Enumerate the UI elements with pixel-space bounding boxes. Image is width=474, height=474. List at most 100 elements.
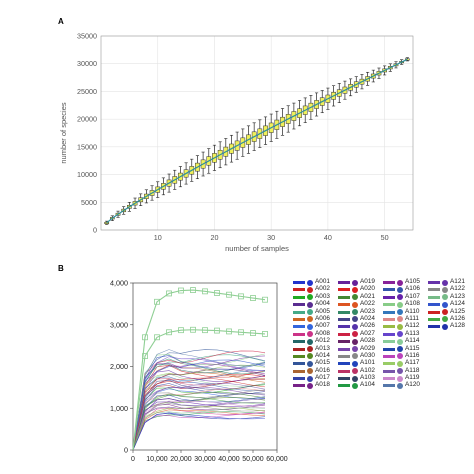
x-tick-label: 0 (131, 456, 135, 463)
legend-dot-swatch (352, 382, 358, 389)
legend-item: A107 (383, 293, 443, 301)
legend-label: A005 (315, 307, 330, 315)
legend-line-swatch (338, 281, 350, 284)
series-marker (238, 293, 244, 300)
legend-line-swatch (338, 288, 350, 292)
legend-dot-swatch (352, 301, 358, 308)
legend-line-swatch (293, 384, 305, 388)
series-marker (190, 326, 196, 333)
legend-line-swatch (383, 288, 395, 292)
legend-dot-swatch (442, 294, 448, 301)
x-tick-label: 10,000 (146, 456, 168, 463)
legend-dot-swatch (352, 368, 358, 375)
legend-label: A030 (360, 351, 375, 359)
legend-item: A006 (293, 315, 353, 323)
legend-dot-swatch (352, 323, 358, 330)
series-line (132, 393, 266, 451)
legend-label: A118 (405, 366, 420, 374)
legend-item: A018 (293, 381, 353, 389)
series-marker (202, 327, 208, 334)
legend-line-swatch (428, 303, 440, 307)
legend-dot-swatch (352, 360, 358, 367)
legend-item: A028 (338, 337, 398, 345)
series-line (132, 375, 266, 451)
legend-item: A015 (293, 359, 353, 367)
legend-item: A023 (338, 308, 398, 316)
legend-label: A120 (405, 381, 420, 389)
x-tick-label: 50 (381, 233, 389, 242)
series-marker (166, 329, 172, 336)
legend-line-swatch (383, 281, 395, 284)
legend-label: A105 (405, 278, 420, 285)
y-tick-label: 1,000 (110, 404, 128, 413)
series-line (132, 364, 266, 451)
x-tick-label: 30,000 (194, 456, 216, 463)
legend-label: A122 (450, 285, 465, 293)
y-tick-label: 0 (124, 446, 128, 455)
legend-dot-swatch (397, 331, 403, 338)
legend-label: A108 (405, 300, 420, 308)
series-legend: A001 A002 A003 A004 A005 A006 A007 A008 A012 A013… (293, 278, 474, 389)
legend-line-swatch (293, 347, 305, 351)
legend-item: A014 (293, 352, 353, 360)
legend-item: A008 (293, 329, 353, 338)
legend-line-swatch (293, 325, 305, 329)
legend-line-swatch (338, 310, 350, 314)
x-tick-label: 20,000 (170, 456, 192, 463)
legend-item: A020 (338, 285, 398, 293)
legend-label: A104 (360, 381, 375, 389)
series-marker (226, 328, 232, 335)
legend-item: A116 (383, 352, 443, 360)
legend-line-swatch (383, 362, 395, 366)
y-tick-label: 0 (93, 226, 97, 235)
legend-dot-swatch (307, 382, 313, 389)
series-line (132, 329, 266, 451)
legend-dot-swatch (307, 301, 313, 308)
legend-dot-swatch (397, 316, 403, 323)
legend-line-swatch (338, 325, 350, 329)
series-line (132, 358, 266, 451)
legend-dot-swatch (307, 286, 313, 293)
legend-dot-swatch (442, 323, 448, 330)
y-tick-label: 5000 (81, 198, 97, 207)
legend-item: A126 (428, 315, 474, 323)
series-line (132, 356, 266, 451)
legend-dot-swatch (442, 309, 448, 316)
y-tick-label: 10000 (77, 170, 97, 179)
legend-label: A110 (405, 307, 420, 315)
legend-dot-swatch (307, 309, 313, 316)
legend-label: A029 (360, 344, 375, 352)
legend-dot-swatch (442, 279, 448, 286)
legend-item: A017 (293, 374, 353, 382)
legend-line-swatch (428, 288, 440, 292)
legend-label: A008 (315, 329, 330, 337)
legend-item: A026 (338, 322, 398, 330)
legend-dot-swatch (352, 309, 358, 316)
legend-line-swatch (293, 340, 305, 344)
legend-line-swatch (383, 310, 395, 314)
legend-item: A102 (338, 367, 398, 375)
legend-item: A125 (428, 308, 474, 316)
legend-item: A112 (383, 322, 443, 330)
series-line (132, 355, 266, 451)
legend-dot-swatch (307, 360, 313, 367)
legend-item: A120 (383, 381, 443, 389)
legend-label: A002 (315, 285, 330, 293)
series-marker (262, 331, 268, 337)
legend-item: A016 (293, 367, 353, 375)
legend-line-swatch (293, 281, 305, 284)
series-marker (154, 298, 160, 305)
legend-line-swatch (293, 377, 305, 381)
legend-line-swatch (383, 325, 395, 329)
legend-item: A002 (293, 285, 353, 293)
legend-dot-swatch (307, 353, 313, 360)
legend-line-swatch (293, 303, 305, 307)
x-tick-label: 50,000 (242, 456, 264, 463)
series-marker (250, 295, 256, 301)
mean-line (106, 58, 408, 224)
legend-dot-swatch (442, 286, 448, 293)
legend-label: A004 (315, 300, 330, 308)
legend-line-swatch (338, 384, 350, 388)
y-tick-label: 20000 (77, 115, 97, 124)
series-line (132, 354, 266, 451)
